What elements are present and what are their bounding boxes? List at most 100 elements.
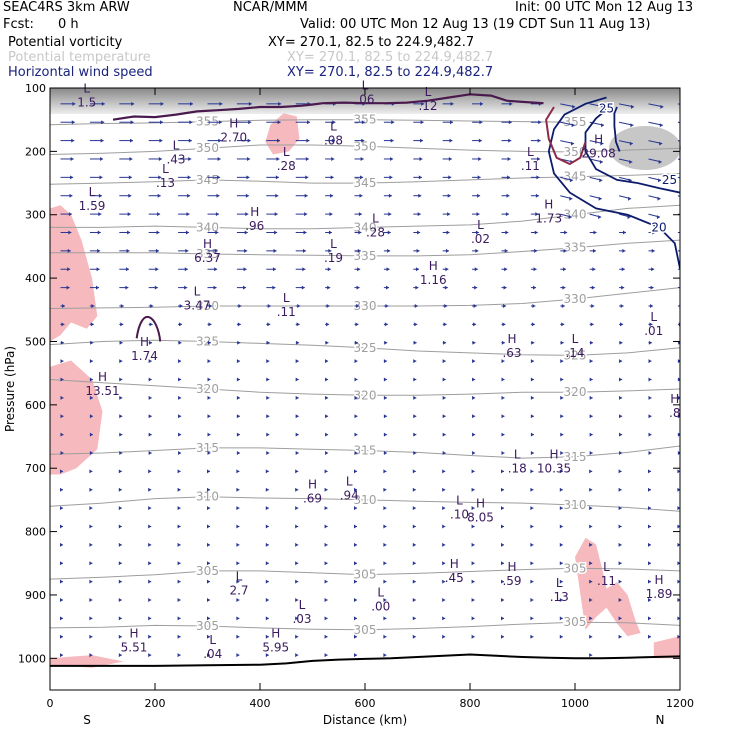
wind-vector-head-536 <box>560 359 564 364</box>
pv-region-5 <box>50 655 124 668</box>
wind-vector-507 <box>530 377 534 382</box>
wind-vector-head-125 <box>189 120 193 125</box>
wind-vector-187 <box>236 120 252 125</box>
wind-vector-498 <box>530 212 539 217</box>
wind-vector-head-607 <box>618 542 622 547</box>
wind-vector-196 <box>236 285 246 290</box>
extremum-value-25: .8 <box>669 406 680 420</box>
wind-vector-head-90 <box>118 616 122 621</box>
wind-vector-head-645 <box>689 142 692 146</box>
wind-vector-head-27 <box>60 598 63 603</box>
wind-vector-head-292 <box>325 340 329 345</box>
theta-contour-label-6-2: 330 <box>564 292 587 306</box>
wind-vector-620 <box>648 230 656 235</box>
wind-vector-606 <box>618 524 622 529</box>
wind-vector-475 <box>501 340 505 345</box>
theta-contour-label-11-0: 355 <box>196 115 219 129</box>
wind-vector-24 <box>60 542 63 547</box>
wind-vector-300 <box>324 487 328 492</box>
wind-vector-110 <box>148 414 152 419</box>
wind-vector-head-296 <box>325 414 329 419</box>
extremum-type-8: L <box>527 145 534 159</box>
wind-vector-85 <box>118 524 122 529</box>
wind-vector-head-530 <box>563 248 567 253</box>
wind-vector-head-369 <box>383 616 387 621</box>
wind-vector-head-478 <box>501 395 505 400</box>
wind-vector-head-387 <box>413 377 417 382</box>
wind-vector-head-383 <box>414 303 418 308</box>
wind-vector-322 <box>354 322 359 327</box>
wind-vector-head-661 <box>677 432 680 437</box>
wind-vector-123 <box>148 653 152 658</box>
wind-vector-63 <box>119 120 134 125</box>
wind-vector-584 <box>618 121 634 128</box>
wind-vector-head-103 <box>154 285 158 290</box>
wind-vector-216 <box>236 653 240 658</box>
wind-vector-head-431 <box>442 634 446 639</box>
wind-vector-head-603 <box>618 469 622 474</box>
wind-vector-36 <box>89 193 102 198</box>
theta-contour-label-3-0: 315 <box>196 441 219 455</box>
wind-vector-head-159 <box>217 175 221 180</box>
wind-vector-head-142 <box>178 432 182 437</box>
wind-vector-head-199 <box>237 340 241 345</box>
wind-vector-53 <box>89 506 93 511</box>
wind-vector-head-30 <box>60 653 63 658</box>
wind-vector-head-349 <box>387 248 391 253</box>
wind-vector-head-458 <box>471 579 475 584</box>
wind-vector-head-568 <box>589 395 593 400</box>
wind-vector-312 <box>354 138 365 143</box>
wind-vector-392 <box>412 469 416 474</box>
wind-vector-222 <box>266 193 279 198</box>
wind-vector-head-542 <box>559 469 563 474</box>
wind-vector-191 <box>236 193 249 198</box>
wind-vector-head-664 <box>677 487 680 492</box>
terrain <box>50 653 680 667</box>
wind-vector-head-325 <box>354 377 358 382</box>
extremum-value-35: 1.89 <box>646 587 673 601</box>
wind-vector-head-239 <box>265 506 269 511</box>
wind-vector-head-636 <box>648 524 651 529</box>
wind-vector-381 <box>413 267 419 272</box>
wind-vector-head-439 <box>475 230 479 235</box>
theta-contour-label-5-0: 325 <box>196 335 219 349</box>
wind-vector-232 <box>266 377 270 382</box>
wind-vector-325 <box>354 377 358 382</box>
wind-vector-249 <box>295 120 311 125</box>
wind-vector-head-118 <box>148 561 152 566</box>
wind-vector-head-305 <box>324 579 328 584</box>
wind-vector-head-47 <box>89 395 93 400</box>
wind-vector-482 <box>501 469 504 474</box>
wind-vector-291 <box>325 322 330 327</box>
wind-vector-head-164 <box>214 267 218 272</box>
wind-vector-head-154 <box>177 653 181 658</box>
wind-vector-539 <box>560 414 564 419</box>
wind-vector-head-265 <box>295 414 299 419</box>
wind-vector-626 <box>648 340 652 345</box>
wind-vector-240 <box>265 524 269 529</box>
wind-vector-head-46 <box>89 377 93 382</box>
wind-vector-502 <box>530 285 536 290</box>
wind-vector-501 <box>530 267 537 272</box>
wind-vector-570 <box>589 432 593 437</box>
wind-vector-head-493 <box>538 120 542 125</box>
wind-vector-head-424 <box>442 506 446 511</box>
wind-vector-head-415 <box>443 340 447 345</box>
extremum-value-9: .13 <box>156 176 175 190</box>
wind-vector-202 <box>236 395 240 400</box>
theta-contour-label-11-2: 355 <box>564 115 587 129</box>
wind-vector-head-529 <box>564 230 568 235</box>
wind-vector-540 <box>560 432 564 437</box>
x-tick-label-6: 1200 <box>666 697 694 710</box>
extremum-value-39: .03 <box>292 612 311 626</box>
wind-vector-285 <box>325 212 333 217</box>
wind-vector-142 <box>178 432 182 437</box>
wind-vector-629 <box>648 395 652 400</box>
wind-vector-head-372 <box>421 101 425 106</box>
wind-vector-299 <box>324 469 328 474</box>
wind-vector-38 <box>89 230 101 235</box>
wind-vector-178 <box>207 524 210 529</box>
wind-vector-head-354 <box>384 340 388 345</box>
wind-vector-head-148 <box>177 542 181 547</box>
wind-vector-head-463 <box>508 120 512 125</box>
